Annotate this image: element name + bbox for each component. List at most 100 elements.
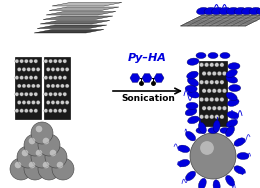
Polygon shape	[180, 15, 260, 26]
FancyBboxPatch shape	[43, 57, 69, 119]
Circle shape	[220, 115, 224, 119]
Ellipse shape	[187, 71, 198, 79]
Circle shape	[44, 109, 48, 113]
Circle shape	[199, 115, 204, 119]
Circle shape	[24, 76, 28, 80]
Circle shape	[52, 158, 74, 180]
Circle shape	[24, 92, 28, 96]
Circle shape	[20, 76, 24, 80]
Circle shape	[34, 109, 38, 113]
Circle shape	[24, 59, 28, 63]
Circle shape	[205, 97, 209, 102]
Circle shape	[57, 162, 63, 168]
Circle shape	[53, 59, 57, 63]
Circle shape	[46, 84, 50, 88]
Circle shape	[24, 158, 46, 180]
Circle shape	[43, 138, 49, 144]
Circle shape	[210, 63, 214, 67]
Ellipse shape	[212, 7, 223, 15]
Circle shape	[43, 162, 49, 168]
Circle shape	[220, 97, 224, 102]
Circle shape	[46, 67, 50, 71]
Circle shape	[199, 80, 204, 84]
Ellipse shape	[227, 111, 239, 119]
Circle shape	[207, 106, 211, 110]
Ellipse shape	[220, 52, 230, 58]
Polygon shape	[43, 16, 113, 20]
Circle shape	[31, 100, 35, 105]
Circle shape	[15, 92, 19, 96]
Ellipse shape	[188, 116, 199, 124]
Circle shape	[31, 67, 35, 71]
Circle shape	[58, 109, 62, 113]
Ellipse shape	[196, 52, 206, 58]
Circle shape	[29, 76, 33, 80]
Circle shape	[36, 150, 42, 156]
Circle shape	[60, 67, 64, 71]
Circle shape	[31, 146, 53, 168]
Circle shape	[34, 92, 38, 96]
Ellipse shape	[178, 145, 190, 152]
Ellipse shape	[226, 175, 235, 186]
Circle shape	[38, 134, 60, 156]
Circle shape	[17, 100, 21, 105]
Ellipse shape	[237, 152, 249, 159]
Circle shape	[215, 115, 219, 119]
Circle shape	[36, 84, 40, 88]
Ellipse shape	[204, 7, 216, 15]
Circle shape	[199, 97, 204, 102]
Circle shape	[20, 92, 24, 96]
Ellipse shape	[197, 7, 209, 15]
Circle shape	[46, 100, 50, 105]
Circle shape	[65, 84, 69, 88]
Ellipse shape	[226, 76, 238, 83]
Ellipse shape	[234, 7, 246, 15]
Circle shape	[51, 100, 55, 105]
Polygon shape	[40, 20, 110, 24]
Circle shape	[222, 89, 227, 93]
Ellipse shape	[220, 127, 230, 133]
Polygon shape	[52, 2, 122, 6]
Circle shape	[24, 109, 28, 113]
Text: Sonication: Sonication	[121, 94, 175, 103]
Circle shape	[220, 63, 224, 67]
Circle shape	[212, 71, 216, 76]
Circle shape	[63, 92, 67, 96]
Circle shape	[24, 134, 46, 156]
Circle shape	[222, 106, 227, 110]
Circle shape	[29, 59, 33, 63]
Ellipse shape	[219, 7, 231, 15]
Polygon shape	[49, 7, 119, 11]
Circle shape	[212, 89, 216, 93]
Ellipse shape	[226, 70, 237, 77]
Circle shape	[53, 92, 57, 96]
Circle shape	[190, 133, 236, 179]
Polygon shape	[130, 74, 140, 82]
Ellipse shape	[249, 7, 260, 15]
Circle shape	[34, 76, 38, 80]
Circle shape	[60, 84, 64, 88]
Circle shape	[34, 59, 38, 63]
Ellipse shape	[185, 131, 196, 141]
Circle shape	[38, 158, 60, 180]
Circle shape	[15, 109, 19, 113]
Ellipse shape	[208, 127, 218, 133]
Circle shape	[65, 100, 69, 105]
Circle shape	[17, 67, 21, 71]
Ellipse shape	[213, 120, 220, 132]
Ellipse shape	[213, 180, 220, 188]
Circle shape	[22, 67, 26, 71]
Circle shape	[200, 141, 214, 155]
Circle shape	[65, 67, 69, 71]
Circle shape	[45, 146, 67, 168]
Ellipse shape	[228, 63, 240, 70]
Circle shape	[210, 115, 214, 119]
Circle shape	[20, 109, 24, 113]
Circle shape	[29, 109, 33, 113]
Circle shape	[215, 63, 219, 67]
Circle shape	[199, 63, 204, 67]
Ellipse shape	[185, 171, 196, 181]
Circle shape	[217, 106, 222, 110]
Ellipse shape	[196, 127, 206, 133]
Circle shape	[205, 80, 209, 84]
